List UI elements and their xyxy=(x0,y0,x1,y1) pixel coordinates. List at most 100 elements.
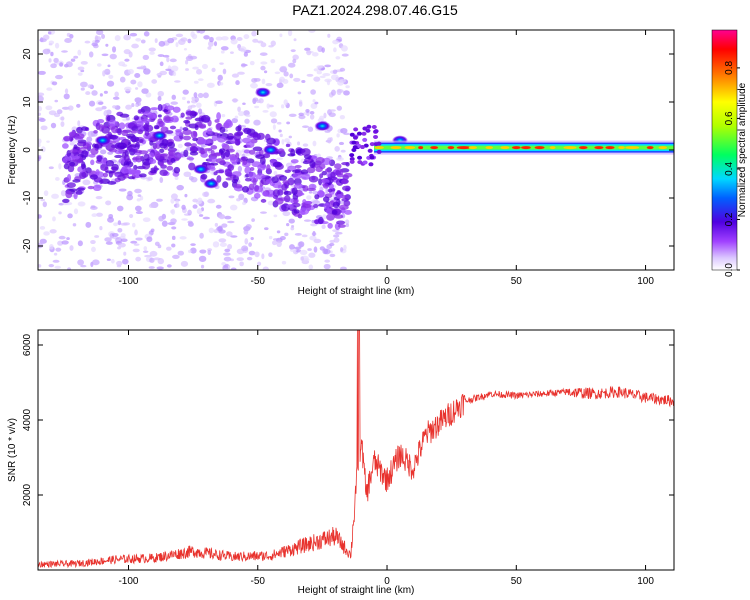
heatmap-cell xyxy=(102,70,106,77)
heatmap-cell xyxy=(286,222,290,227)
heatmap-cell xyxy=(262,191,269,197)
heatmap-cell xyxy=(137,129,144,135)
heatmap-cell xyxy=(264,133,271,141)
heatmap-cell xyxy=(131,43,139,49)
heatmap-cell xyxy=(124,58,130,62)
heatmap-cell xyxy=(199,232,204,239)
heatmap-cell xyxy=(292,54,299,60)
heatmap-cell xyxy=(134,229,138,236)
snr-series-line xyxy=(38,330,674,569)
heatmap-cell xyxy=(312,200,320,205)
heatmap-cell xyxy=(272,189,280,197)
tone-peak xyxy=(625,146,640,150)
heatmap-cell xyxy=(38,117,46,123)
heatmap-cell xyxy=(276,82,284,89)
heatmap-cell xyxy=(272,161,283,168)
heatmap-cell xyxy=(276,157,284,160)
heatmap-cell xyxy=(341,53,349,57)
heatmap-cell xyxy=(293,198,298,204)
heatmap-cell xyxy=(132,222,136,228)
heatmap-cell xyxy=(45,105,53,111)
heatmap-cell xyxy=(119,145,126,150)
heatmap-cell xyxy=(61,50,68,53)
heatmap-peak xyxy=(262,145,279,155)
heatmap-cell xyxy=(198,123,207,129)
heatmap-cell xyxy=(86,136,93,143)
x-tick-label: -100 xyxy=(118,276,138,287)
heatmap-cell xyxy=(51,193,59,199)
heatmap-cell xyxy=(175,130,182,137)
heatmap-cell xyxy=(245,114,251,118)
heatmap-cell xyxy=(245,173,250,178)
heatmap-cell xyxy=(203,35,210,40)
heatmap-cell xyxy=(288,218,295,224)
heatmap-cell xyxy=(118,122,126,130)
heatmap-cell xyxy=(222,68,227,75)
heatmap-cell xyxy=(153,124,160,130)
colorbar-gradient xyxy=(711,29,738,271)
heatmap-cell xyxy=(332,39,339,45)
heatmap-cell xyxy=(176,184,184,191)
heatmap-cell xyxy=(319,75,326,79)
heatmap-cell xyxy=(314,219,320,225)
heatmap-cell xyxy=(202,216,211,220)
heatmap-cell xyxy=(336,133,340,138)
heatmap-cell xyxy=(157,114,162,118)
tone-peak xyxy=(418,146,424,150)
heatmap-cell xyxy=(64,37,72,44)
heatmap-cell xyxy=(299,249,308,256)
heatmap-cell xyxy=(134,73,141,78)
heatmap-cell xyxy=(295,248,302,253)
y-tick-label: 0 xyxy=(22,147,33,153)
heatmap-cell xyxy=(309,110,315,115)
heatmap-cell xyxy=(209,36,214,43)
heatmap-cell xyxy=(49,229,57,234)
heatmap-cell xyxy=(170,198,175,204)
heatmap-cell xyxy=(100,149,107,155)
heatmap-cell xyxy=(158,120,164,127)
heatmap-cell xyxy=(298,241,305,248)
heatmap-cell xyxy=(287,177,295,186)
heatmap-cell xyxy=(219,62,224,65)
heatmap-cell xyxy=(48,166,54,170)
heatmap-cell xyxy=(73,155,80,160)
heatmap-cell xyxy=(107,216,114,223)
heatmap-cell xyxy=(253,119,261,126)
heatmap-cell xyxy=(200,264,205,269)
heatmap-cell xyxy=(149,140,154,146)
heatmap-cell xyxy=(345,219,350,225)
heatmap-cell xyxy=(268,252,273,258)
heatmap-cell xyxy=(170,193,178,200)
heatmap-cell xyxy=(281,183,288,191)
heatmap-cell xyxy=(55,177,60,181)
heatmap-cell xyxy=(145,92,152,98)
heatmap-cell xyxy=(58,235,66,240)
heatmap-cell xyxy=(283,99,288,106)
heatmap-cell xyxy=(180,37,188,42)
heatmap-cell xyxy=(202,191,209,197)
heatmap-cell xyxy=(279,133,283,138)
heatmap-cell xyxy=(341,162,349,166)
heatmap-cell xyxy=(117,227,123,233)
heatmap-cell xyxy=(183,119,190,124)
heatmap-cell xyxy=(336,105,343,111)
heatmap-cell xyxy=(157,54,165,57)
heatmap-cell xyxy=(286,204,294,208)
heatmap-cell xyxy=(308,264,314,270)
heatmap-cell xyxy=(180,260,189,267)
heatmap-cell xyxy=(97,101,104,105)
heatmap-cell xyxy=(63,135,72,142)
heatmap-cell xyxy=(81,150,89,158)
heatmap-cell xyxy=(288,135,292,139)
heatmap-cell xyxy=(148,47,156,52)
heatmap-cell xyxy=(170,101,179,105)
heatmap-cell xyxy=(215,36,223,41)
heatmap-cell xyxy=(266,103,271,109)
heatmap-cell xyxy=(170,115,179,123)
heatmap-cell xyxy=(105,43,109,47)
heatmap-cell xyxy=(127,68,134,75)
heatmap-cell xyxy=(73,208,79,215)
heatmap-cell xyxy=(96,212,103,217)
heatmap-cell xyxy=(61,106,70,110)
